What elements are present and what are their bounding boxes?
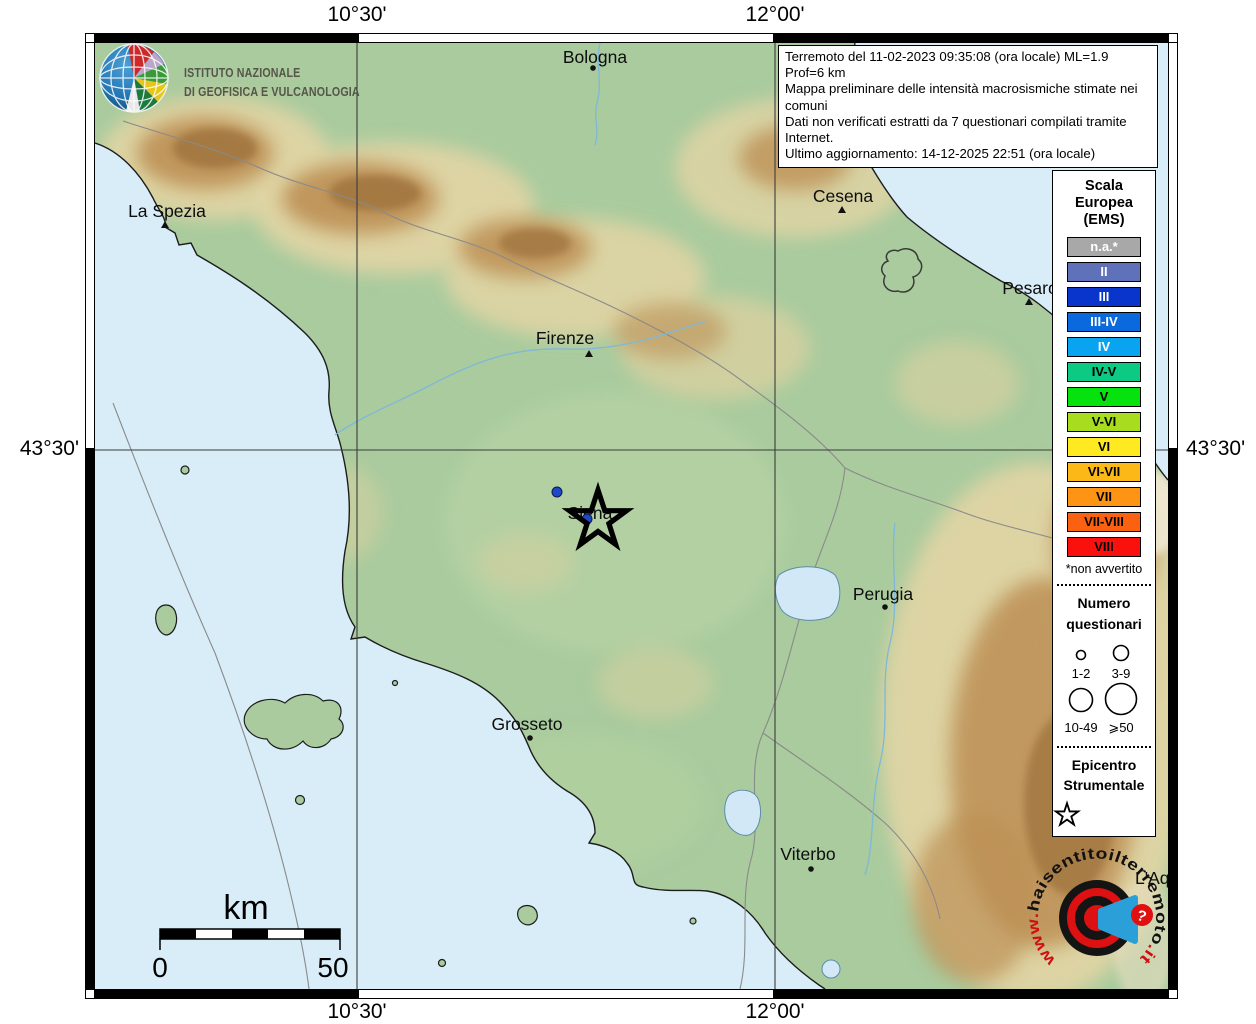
lakes	[724, 566, 841, 979]
legend-item-vii-viii: VII-VIII	[1067, 512, 1141, 533]
frame-corner-br	[1168, 989, 1178, 999]
frame-left	[85, 33, 95, 999]
city-label-cesena: Cesena	[813, 186, 874, 206]
legend-divider-2	[1057, 745, 1151, 748]
coastline-west	[95, 142, 826, 989]
event-info-box: Terremoto del 11-02-2023 09:35:08 (ora l…	[778, 45, 1158, 168]
lat-label-right: 43°30'	[1186, 437, 1246, 460]
lon-label-bottom-left: 10°30'	[327, 1000, 387, 1023]
city-label-perugia: Perugia	[853, 584, 914, 604]
rivers	[334, 43, 896, 876]
lon-label-bottom-right: 12°00'	[745, 1000, 805, 1023]
scale-start: 0	[152, 952, 168, 983]
legend-item-vi: VI	[1067, 437, 1141, 458]
info-line-data: Dati non verificati estratti da 7 questi…	[785, 113, 1127, 146]
epicenter-star-icon	[1053, 799, 1081, 827]
graticule	[95, 43, 1168, 989]
ingv-logo-line2: DI GEOFISICA E VULCANOLOGIA	[184, 83, 360, 99]
city-label-grosseto: Grosseto	[492, 714, 563, 734]
legend-item-iv-v: IV-V	[1067, 362, 1141, 383]
legend-item-na: n.a.*	[1067, 237, 1141, 258]
frame-bottom	[85, 989, 1178, 999]
info-line-update: Ultimo aggiornamento: 14-12-2025 22:51 (…	[785, 146, 1096, 162]
legend-panel: Scala Europea (EMS) n.a.* II III III-IV …	[1052, 170, 1156, 837]
legend-title: Scala Europea (EMS)	[1074, 178, 1133, 229]
frame-corner-bl	[85, 989, 95, 999]
legend-item-ii: II	[1067, 262, 1141, 283]
san-marino-border	[880, 248, 923, 293]
map-canvas[interactable]: Bologna Cesena La Spezia Firenze Pesaro …	[95, 43, 1168, 989]
city-label-pesaro: Pesaro	[1002, 278, 1057, 298]
megaphone-icon	[1098, 895, 1138, 944]
terrain-map: Bologna Cesena La Spezia Firenze Pesaro …	[95, 43, 1168, 989]
legend-item-v-vi: V-VI	[1067, 412, 1141, 433]
lat-label-left: 43°30'	[19, 437, 79, 460]
legend-item-v: V	[1067, 387, 1141, 408]
legend-item-iv: IV	[1067, 337, 1141, 358]
info-line-map: Mappa preliminare delle intensità macros…	[785, 81, 1138, 113]
questionnaire-legend-title: Numero questionari	[1066, 595, 1142, 632]
frame-right	[1168, 33, 1178, 999]
city-label-firenze: Firenze	[536, 328, 594, 348]
city-label-bologna: Bologna	[563, 47, 627, 67]
frame-corner-tl	[85, 33, 95, 43]
ingv-logo-line1: ISTITUTO NAZIONALE	[184, 65, 301, 80]
legend-item-iii: III	[1067, 287, 1141, 308]
scale-end: 50	[317, 952, 348, 983]
islands	[155, 465, 697, 968]
questionnaire-dot[interactable]	[551, 486, 563, 498]
info-line-event: Terremoto del 11-02-2023 09:35:08 (ora l…	[785, 49, 1109, 81]
size-label-50: ⩾50	[1108, 720, 1133, 735]
question-badge	[1131, 904, 1153, 926]
legend-item-iii-iv: III-IV	[1067, 312, 1141, 333]
ingv-logo: ISTITUTO NAZIONALE DI GEOFISICA E VULCAN…	[98, 42, 398, 114]
scale-bar: km 0 50	[152, 889, 348, 983]
epicenter-legend-title: Epicentro Strumentale	[1063, 756, 1145, 794]
ingv-globe-icon	[99, 43, 169, 113]
city-markers	[161, 65, 1033, 872]
lon-label-top-right: 12°00'	[745, 3, 805, 26]
size-label-10-49: 10-49	[1064, 720, 1097, 735]
city-label-laspezia: La Spezia	[128, 201, 206, 221]
size-label-1-2: 1-2	[1072, 666, 1091, 681]
size-label-3-9: 3-9	[1112, 666, 1131, 681]
city-label-viterbo: Viterbo	[780, 844, 835, 864]
city-label-laquila: L'Aqu	[1135, 868, 1168, 888]
legend-footnote: *non avvertito	[1065, 562, 1143, 577]
legend-divider-1	[1057, 584, 1151, 587]
legend-item-vii: VII	[1067, 487, 1141, 508]
epicenter-star[interactable]	[561, 481, 635, 552]
lon-label-top-left: 10°30'	[327, 3, 387, 26]
questionnaire-size-key: 1-2 3-9 10-49 ⩾50	[1064, 644, 1138, 735]
scale-unit: km	[223, 889, 268, 927]
legend-item-vi-vii: VI-VII	[1067, 462, 1141, 483]
legend-item-viii: VIII	[1067, 537, 1141, 558]
frame-corner-tr	[1168, 33, 1178, 43]
